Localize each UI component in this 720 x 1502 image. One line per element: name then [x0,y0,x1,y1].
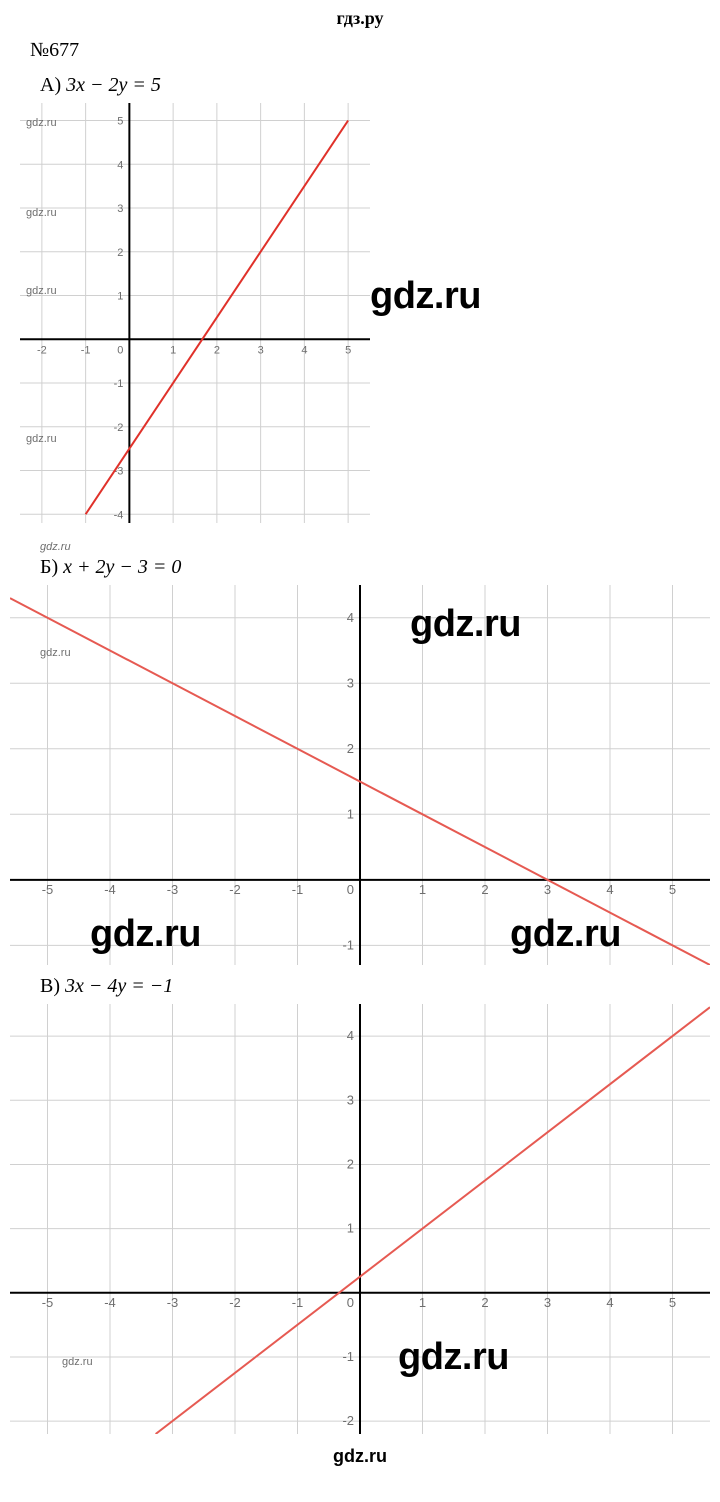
svg-text:-4: -4 [104,882,116,897]
chart-a-wrap: -2-1012345-4-3-2-112345 gdz.ru gdz.ru gd… [20,103,370,523]
svg-text:1: 1 [419,1295,426,1310]
svg-text:-1: -1 [81,344,91,356]
svg-text:4: 4 [606,882,613,897]
part-a-equation: А) 3x − 2y = 5 [0,70,720,103]
svg-text:5: 5 [669,882,676,897]
svg-text:2: 2 [481,882,488,897]
part-c-label: В) [40,975,60,997]
chart-c-wrap: -5-4-3-2-1012345-2-11234 gdz.ru gdz.ru [10,1004,710,1434]
svg-text:3: 3 [544,1295,551,1310]
svg-text:3: 3 [347,675,354,690]
watermark-small-b0: gdz.ru [40,541,71,553]
problem-number: №677 [0,33,720,70]
part-c-formula: 3x − 4y = −1 [65,975,173,997]
svg-text:-2: -2 [37,344,47,356]
chart-a: -2-1012345-4-3-2-112345 [20,103,370,523]
svg-text:0: 0 [347,1295,354,1310]
svg-text:4: 4 [117,159,123,171]
svg-text:-1: -1 [114,378,124,390]
svg-text:-2: -2 [229,882,241,897]
svg-text:-1: -1 [292,1295,304,1310]
svg-text:4: 4 [606,1295,613,1310]
svg-text:2: 2 [347,1156,354,1171]
svg-text:-2: -2 [342,1413,354,1428]
svg-text:-1: -1 [342,937,354,952]
svg-text:2: 2 [117,247,123,259]
svg-text:-5: -5 [42,1295,54,1310]
svg-text:1: 1 [419,882,426,897]
chart-c: -5 -4 -3 -2 -1 0 1 2 3 4 5 -2 -1 1 2 3 4 [10,1004,710,1434]
svg-text:2: 2 [214,344,220,356]
part-b-equation: gdz.ru Б) x + 2y − 3 = 0 [0,529,720,585]
svg-text:-3: -3 [167,1295,179,1310]
chart-b: -5 -4 -3 -2 -1 0 1 2 3 4 5 -1 1 2 3 4 [10,585,710,965]
part-b-label: Б) [40,556,58,578]
svg-text:0: 0 [347,882,354,897]
svg-text:-5: -5 [42,882,54,897]
svg-text:-4: -4 [104,1295,116,1310]
svg-text:-3: -3 [167,882,179,897]
svg-text:4: 4 [347,1028,354,1043]
svg-text:3: 3 [544,882,551,897]
svg-text:1: 1 [347,1221,354,1236]
part-a-label: А) [40,74,61,96]
svg-text:4: 4 [347,610,354,625]
part-c-equation: В) 3x − 4y = −1 [0,971,720,1004]
svg-text:-4: -4 [114,509,124,521]
part-a-formula: 3x − 2y = 5 [66,74,161,96]
svg-text:1: 1 [117,291,123,303]
svg-text:3: 3 [347,1092,354,1107]
svg-text:2: 2 [481,1295,488,1310]
page: гдз.ру №677 А) 3x − 2y = 5 -2-1012345-4-… [0,0,720,1477]
svg-text:-2: -2 [229,1295,241,1310]
svg-text:3: 3 [117,203,123,215]
svg-text:-2: -2 [114,422,124,434]
svg-text:5: 5 [117,116,123,128]
svg-text:4: 4 [301,344,307,356]
part-b-formula: x + 2y − 3 = 0 [63,556,181,578]
svg-text:5: 5 [669,1295,676,1310]
header-title: гдз.ру [336,8,383,28]
svg-text:0: 0 [117,344,123,356]
svg-text:-1: -1 [342,1349,354,1364]
svg-text:5: 5 [345,344,351,356]
svg-text:1: 1 [347,806,354,821]
svg-text:2: 2 [347,741,354,756]
svg-text:1: 1 [170,344,176,356]
footer-watermark: gdz.ru [0,1440,720,1477]
chart-b-wrap: -5-4-3-2-1012345-11234 gdz.ru gdz.ru gdz… [10,585,710,965]
watermark-big-a: gdz.ru [370,275,481,318]
svg-text:-1: -1 [292,882,304,897]
page-header: гдз.ру [0,0,720,33]
svg-text:3: 3 [258,344,264,356]
